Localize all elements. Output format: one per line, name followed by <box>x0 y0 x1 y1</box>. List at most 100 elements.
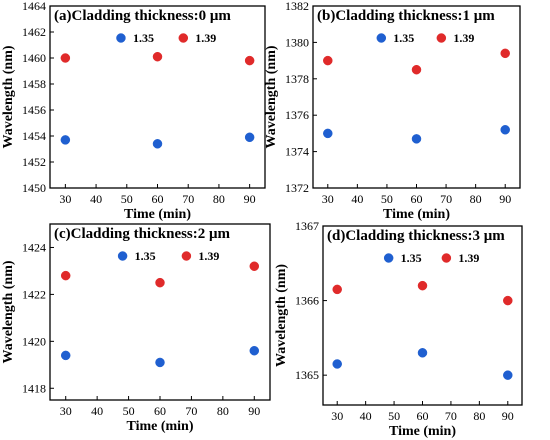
legend-marker-1.39 <box>181 251 192 261</box>
x-tick-label: 70 <box>440 192 452 206</box>
y-axis-label: Wavelength (nm) <box>264 45 279 148</box>
data-point-1.35 <box>323 128 333 139</box>
x-tick-label: 60 <box>417 409 429 423</box>
legend-label-1.39: 1.39 <box>195 31 216 45</box>
x-tick-label: 40 <box>351 192 363 206</box>
panel-title: (c)Cladding thickness:2 μm <box>54 226 231 242</box>
legend-marker-1.39 <box>436 33 447 43</box>
data-point-1.35 <box>155 357 165 368</box>
y-tick-label: 1378 <box>285 72 309 86</box>
x-tick-label: 80 <box>470 192 482 206</box>
legend-label-1.35: 1.35 <box>135 249 156 263</box>
y-tick-label: 1462 <box>22 25 46 39</box>
panel-title: (d)Cladding thickness:3 μm <box>327 228 505 244</box>
x-tick-label: 70 <box>445 409 457 423</box>
x-tick-label: 70 <box>182 192 194 206</box>
panel-a: (a)Cladding thickness:0 μm Time (min) Wa… <box>1 0 266 222</box>
y-tick-label: 1372 <box>285 181 309 195</box>
data-point-1.39 <box>332 284 342 295</box>
legend-marker-1.35 <box>116 33 126 43</box>
data-point-1.39 <box>411 64 422 75</box>
data-point-1.39 <box>244 55 255 66</box>
data-point-1.39 <box>500 48 510 59</box>
y-tick-label: 1380 <box>285 35 309 49</box>
x-tick-label: 80 <box>217 404 229 418</box>
y-tick-label: 1456 <box>22 103 46 117</box>
data-point-1.35 <box>60 135 71 145</box>
x-tick-label: 90 <box>502 409 514 423</box>
y-tick-label: 1418 <box>22 381 46 395</box>
y-tick-label: 1464 <box>22 0 46 13</box>
data-point-1.39 <box>503 295 513 306</box>
legend-marker-1.39 <box>441 253 452 263</box>
legend: 1.35 1.39 <box>117 249 219 263</box>
legend-label-1.39: 1.39 <box>458 251 479 265</box>
x-tick-label: 70 <box>185 404 197 418</box>
data-point-1.39 <box>323 55 333 66</box>
x-tick-label: 60 <box>411 192 423 206</box>
data-point-1.35 <box>152 139 163 149</box>
data-point-1.39 <box>60 270 71 281</box>
x-tick-label: 40 <box>91 404 103 418</box>
data-point-1.35 <box>60 350 71 361</box>
data-point-1.39 <box>60 53 71 63</box>
data-point-1.35 <box>500 125 510 135</box>
x-tick-label: 50 <box>381 192 393 206</box>
data-point-1.39 <box>155 277 165 288</box>
y-axis-label: Wavelength (nm) <box>274 264 289 367</box>
plot-frame <box>322 225 523 406</box>
legend-label-1.35: 1.35 <box>393 31 414 45</box>
data-point-1.35 <box>249 345 260 356</box>
y-tick-label: 1460 <box>22 51 46 65</box>
data-point-1.35 <box>332 359 342 369</box>
x-tick-label: 90 <box>244 192 256 206</box>
legend-marker-1.35 <box>117 251 128 261</box>
y-axis-label: Wavelength (nm) <box>1 45 16 148</box>
legend: 1.35 1.39 <box>376 31 474 45</box>
data-point-1.39 <box>152 51 163 62</box>
x-tick-label: 50 <box>123 404 135 418</box>
x-tick-label: 40 <box>360 409 372 423</box>
x-tick-label: 50 <box>121 192 133 206</box>
legend-label-1.39: 1.39 <box>198 249 219 263</box>
data-point-1.35 <box>503 370 513 380</box>
legend-label-1.35: 1.35 <box>133 31 154 45</box>
x-tick-label: 30 <box>59 192 71 206</box>
plot-frame <box>312 5 521 189</box>
data-point-1.35 <box>244 132 255 143</box>
y-tick-label: 1365 <box>295 368 319 382</box>
data-point-1.39 <box>249 261 260 271</box>
y-axis-label: Wavelength (nm) <box>1 260 16 363</box>
x-tick-label: 60 <box>152 192 164 206</box>
x-tick-label: 80 <box>213 192 225 206</box>
data-point-1.39 <box>417 280 428 291</box>
x-tick-label: 30 <box>322 192 334 206</box>
x-axis-label: Time (min) <box>389 424 456 439</box>
x-tick-label: 90 <box>248 404 260 418</box>
plot-frame <box>49 223 271 401</box>
panel-title: (a)Cladding thickness:0 μm <box>54 8 231 24</box>
legend-marker-1.39 <box>178 33 189 43</box>
y-tick-label: 1450 <box>22 181 46 195</box>
legend-label-1.39: 1.39 <box>453 31 474 45</box>
x-tick-label: 40 <box>90 192 102 206</box>
y-tick-label: 1458 <box>22 77 46 91</box>
plot-frame <box>49 5 266 189</box>
panel-d: (d)Cladding thickness:3 μm Time (min) Wa… <box>274 219 523 439</box>
panel-b: (b)Cladding thickness:1 μm Time (min) Wa… <box>264 0 521 222</box>
panel-title: (b)Cladding thickness:1 μm <box>317 8 495 24</box>
x-tick-label: 60 <box>154 404 166 418</box>
y-tick-label: 1376 <box>285 108 309 122</box>
y-tick-label: 1374 <box>285 145 309 159</box>
x-tick-label: 30 <box>331 409 343 423</box>
y-tick-label: 1382 <box>285 0 309 13</box>
x-tick-label: 50 <box>388 409 400 423</box>
y-tick-label: 1454 <box>22 129 46 143</box>
x-tick-label: 80 <box>473 409 485 423</box>
x-axis-label: Time (min) <box>126 419 193 434</box>
legend: 1.35 1.39 <box>383 251 479 265</box>
legend-label-1.35: 1.35 <box>401 251 422 265</box>
y-tick-label: 1452 <box>22 155 46 169</box>
data-point-1.35 <box>417 348 428 358</box>
x-tick-label: 30 <box>60 404 72 418</box>
